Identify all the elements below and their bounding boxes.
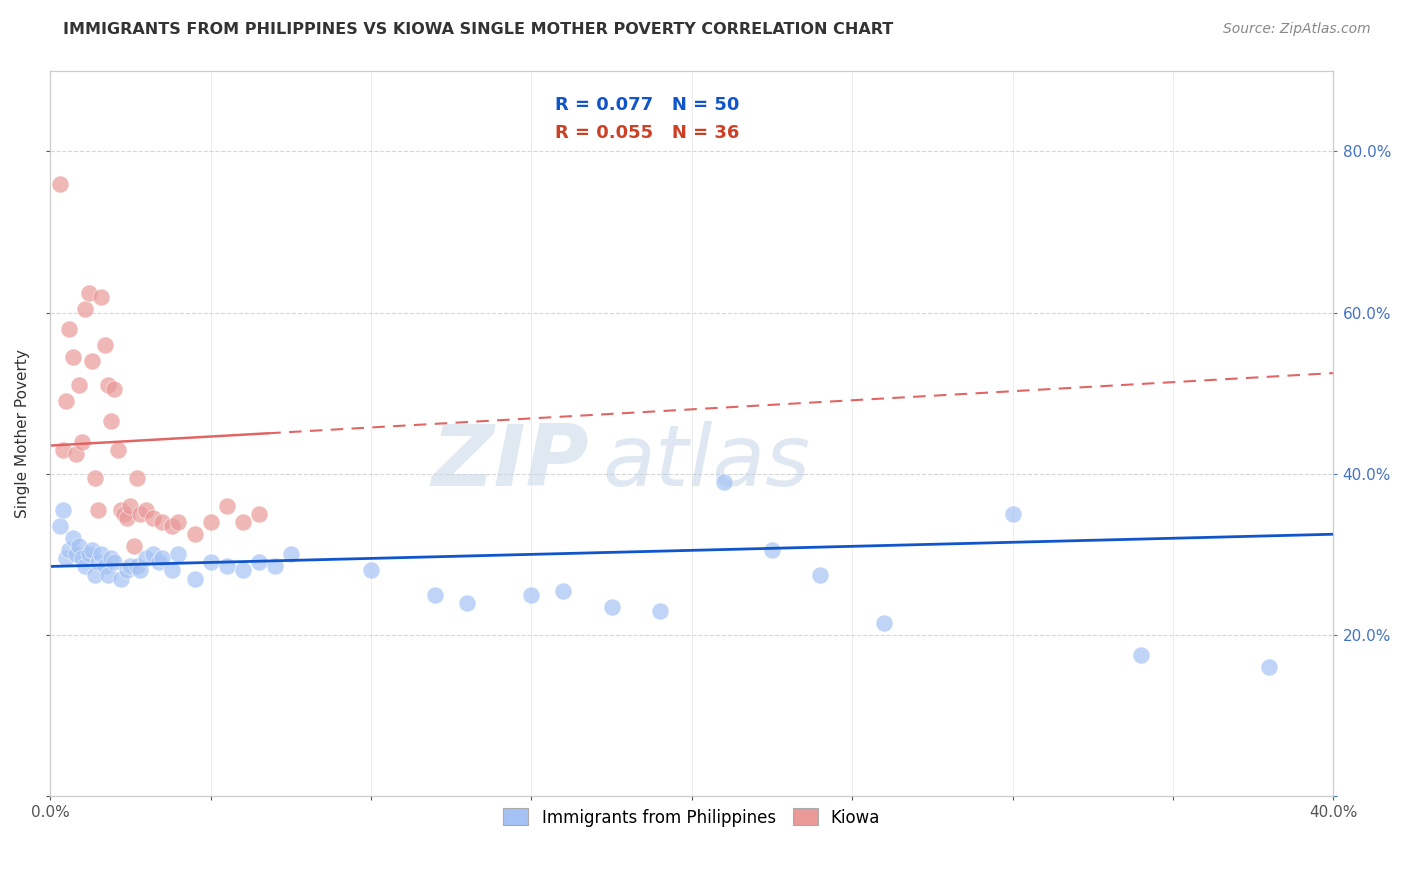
Point <box>70 434 93 449</box>
Point <box>1258 660 1281 674</box>
Point <box>93 559 115 574</box>
Point <box>167 515 190 529</box>
Point <box>135 551 157 566</box>
Point <box>55 394 77 409</box>
Point <box>167 547 190 561</box>
Point <box>713 475 735 489</box>
Point <box>115 564 138 578</box>
Point <box>97 378 120 392</box>
Point <box>93 338 115 352</box>
Point <box>58 322 80 336</box>
Text: atlas: atlas <box>602 421 810 504</box>
Point <box>67 378 90 392</box>
Point <box>55 551 77 566</box>
Point <box>160 564 183 578</box>
Point <box>1001 507 1024 521</box>
Point <box>100 551 122 566</box>
Point <box>120 499 142 513</box>
Point <box>100 414 122 428</box>
Point <box>75 559 97 574</box>
Legend: Immigrants from Philippines, Kiowa: Immigrants from Philippines, Kiowa <box>495 800 889 835</box>
Point <box>232 564 254 578</box>
Point <box>49 177 72 191</box>
Point <box>232 515 254 529</box>
Point <box>49 519 72 533</box>
Point <box>553 583 575 598</box>
Point <box>129 564 152 578</box>
Point <box>600 599 623 614</box>
Point <box>873 615 896 630</box>
Point <box>97 567 120 582</box>
Point <box>112 507 135 521</box>
Point <box>62 531 84 545</box>
Point <box>129 507 152 521</box>
Point <box>142 547 165 561</box>
Point <box>247 507 270 521</box>
Point <box>65 547 87 561</box>
Point <box>456 596 478 610</box>
Point <box>761 543 783 558</box>
Point <box>152 551 174 566</box>
Point <box>120 559 142 574</box>
Point <box>84 471 107 485</box>
Point <box>115 511 138 525</box>
Point <box>90 547 112 561</box>
Point <box>77 285 100 300</box>
Point <box>142 511 165 525</box>
Point <box>110 503 132 517</box>
Text: R = 0.077   N = 50: R = 0.077 N = 50 <box>555 95 740 113</box>
Point <box>125 471 148 485</box>
Point <box>70 551 93 566</box>
Point <box>1130 648 1153 662</box>
Point <box>110 572 132 586</box>
Point <box>360 564 382 578</box>
Point <box>52 442 75 457</box>
Point <box>103 556 125 570</box>
Point <box>80 354 103 368</box>
Point <box>200 556 222 570</box>
Point <box>247 556 270 570</box>
Text: R = 0.055   N = 36: R = 0.055 N = 36 <box>555 124 740 142</box>
Point <box>87 556 110 570</box>
Point <box>648 604 671 618</box>
Point <box>75 301 97 316</box>
Point <box>183 572 205 586</box>
Text: Source: ZipAtlas.com: Source: ZipAtlas.com <box>1223 22 1371 37</box>
Point <box>62 350 84 364</box>
Point <box>67 539 90 553</box>
Point <box>107 442 129 457</box>
Point <box>90 289 112 303</box>
Point <box>183 527 205 541</box>
Point <box>200 515 222 529</box>
Point <box>215 559 238 574</box>
Point <box>65 447 87 461</box>
Point <box>520 588 543 602</box>
Text: ZIP: ZIP <box>432 421 589 504</box>
Point <box>423 588 446 602</box>
Point <box>103 382 125 396</box>
Point <box>122 539 145 553</box>
Point <box>148 556 170 570</box>
Point <box>280 547 302 561</box>
Point <box>152 515 174 529</box>
Point <box>808 567 831 582</box>
Point <box>80 543 103 558</box>
Point <box>84 567 107 582</box>
Point <box>77 547 100 561</box>
Point <box>52 503 75 517</box>
Point <box>160 519 183 533</box>
Point <box>215 499 238 513</box>
Point <box>135 503 157 517</box>
Point <box>87 503 110 517</box>
Point <box>58 543 80 558</box>
Text: IMMIGRANTS FROM PHILIPPINES VS KIOWA SINGLE MOTHER POVERTY CORRELATION CHART: IMMIGRANTS FROM PHILIPPINES VS KIOWA SIN… <box>63 22 894 37</box>
Point <box>125 559 148 574</box>
Y-axis label: Single Mother Poverty: Single Mother Poverty <box>15 349 30 518</box>
Point <box>263 559 285 574</box>
